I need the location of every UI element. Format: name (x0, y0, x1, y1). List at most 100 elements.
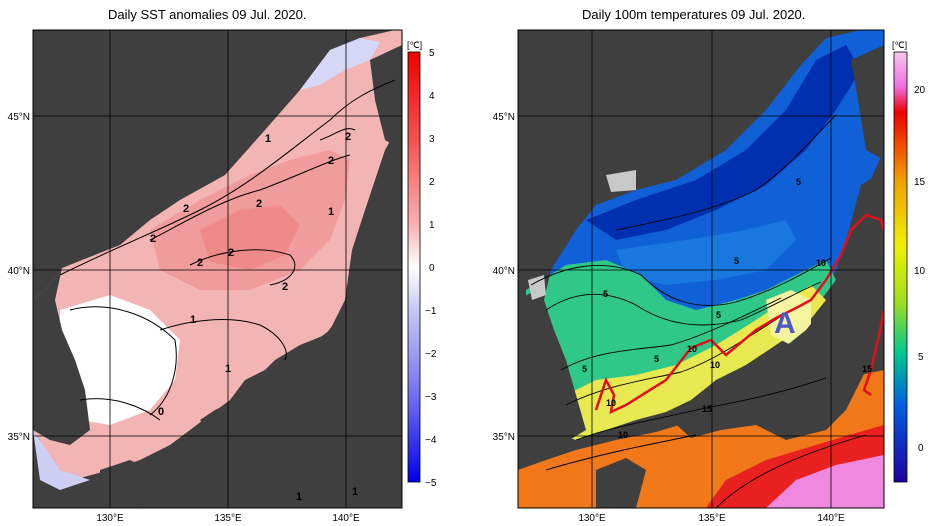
contour-label: 1 (190, 314, 196, 326)
colorbar-tick: 5 (918, 352, 924, 363)
cold-core-deep (586, 45, 861, 240)
colorbar-tick: 4 (429, 91, 435, 102)
eddy-label: A (774, 307, 796, 340)
colorbar-tick: −5 (425, 478, 437, 489)
anomaly-colorbar (407, 51, 421, 483)
temperature-colorbar-ticks: 20 15 10 5 0 (914, 85, 926, 454)
kuroshio-peak (766, 455, 884, 508)
colorbar-tick: −1 (425, 306, 437, 317)
colorbar-unit: [℃] (407, 40, 422, 50)
contour-label: 5 (716, 310, 721, 320)
contour-label: 1 (328, 206, 334, 218)
temperature-contours (530, 114, 867, 508)
colorbar-tick: 1 (429, 220, 435, 231)
contour-label: 1 (225, 363, 231, 375)
contour-label: 2 (328, 155, 334, 167)
lat-label: 45°N (8, 112, 30, 123)
japan-hokkaido (851, 45, 884, 160)
no-data-patch (528, 275, 546, 300)
anomaly-contours (59, 79, 396, 421)
contour-label: 10 (687, 344, 697, 354)
korea-landmass (518, 270, 586, 450)
contour-label: 15 (862, 364, 872, 374)
contour-label: 1 (265, 133, 271, 145)
cool-north-region (300, 38, 380, 90)
right-map-title: Daily 100m temperatures 09 Jul. 2020. (582, 7, 806, 22)
sst-anomaly-map: 1 2 2 2 2 2 1 2 2 2 1 1 0 1 1 45°N 40°N … (8, 29, 437, 524)
left-map-title: Daily SST anomalies 09 Jul. 2020. (108, 7, 307, 22)
warm-eddy-A (766, 290, 811, 345)
colorbar-tick: −4 (425, 435, 437, 446)
japan-hokkaido (370, 45, 402, 150)
right-lat-labels: 45°N 40°N 35°N (493, 112, 515, 443)
current-axis-line-east (862, 309, 884, 397)
colorbar-tick: 15 (914, 177, 926, 188)
contour-label: 10 (816, 258, 826, 268)
japan-kyushu (100, 460, 150, 508)
warm-core-inner (200, 205, 300, 270)
contour-label: 10 (710, 360, 720, 370)
lat-label: 35°N (493, 432, 515, 443)
temperature-colorbar (893, 51, 908, 483)
contour-label: 2 (256, 198, 262, 210)
left-map-frame (32, 29, 403, 509)
contour-label: 5 (654, 354, 659, 364)
no-data-patch (606, 170, 636, 192)
korea-landmass (33, 268, 90, 445)
temperature-100m-map: 5 5 5 5 5 10 10 5 10 10 15 15 10 A 45°N … (493, 29, 926, 524)
graticule (518, 30, 884, 508)
left-contour-labels: 1 2 2 2 2 2 1 2 2 2 1 1 0 1 1 (150, 131, 358, 503)
neutral-southwest-region (60, 295, 180, 425)
lat-label: 40°N (8, 266, 30, 277)
colorbar-tick: 10 (914, 266, 926, 277)
contour-label: 2 (150, 233, 156, 245)
lat-label: 35°N (8, 432, 30, 443)
right-contour-labels: 5 5 5 5 5 10 10 5 10 10 15 15 10 (582, 177, 872, 440)
contour-label: 0 (158, 406, 164, 418)
lon-label: 130°E (578, 513, 606, 524)
current-axis-line (594, 213, 884, 415)
contour-label: 5 (582, 364, 587, 374)
contour-label: 10 (618, 430, 628, 440)
colorbar-tick: −3 (425, 392, 437, 403)
lon-label: 135°E (214, 513, 242, 524)
lon-label: 140°E (332, 513, 360, 524)
japan-kyushu (596, 458, 646, 508)
left-lat-labels: 45°N 40°N 35°N (8, 112, 30, 443)
contour-label: 2 (228, 247, 234, 259)
contour-label: 2 (345, 131, 351, 143)
contour-label: 15 (702, 404, 712, 414)
right-lon-labels: 130°E 135°E 140°E (578, 513, 845, 524)
anomaly-colorbar-ticks: 5 4 3 2 1 0 −1 −2 −3 −4 −5 (425, 48, 437, 489)
colorbar-tick: 5 (429, 48, 435, 59)
colorbar-tick: 0 (429, 263, 435, 274)
lon-label: 130°E (96, 513, 124, 524)
contour-label: 2 (183, 203, 189, 215)
lon-label: 140°E (817, 513, 845, 524)
colorbar-tick: −2 (425, 349, 437, 360)
contour-label: 10 (606, 398, 616, 408)
contour-label: 5 (796, 177, 801, 187)
left-map-panel: Daily SST anomalies 09 Jul. 2020. (0, 0, 466, 526)
contour-label: 2 (197, 257, 203, 269)
japan-honshu (200, 170, 402, 450)
contour-label: 1 (352, 486, 358, 498)
right-map-frame (517, 29, 885, 509)
lat-label: 40°N (493, 266, 515, 277)
contour-label: 5 (603, 289, 608, 299)
cold-water-mid (616, 220, 796, 285)
contour-label: 1 (296, 491, 302, 503)
colorbar-unit: [℃] (892, 40, 907, 50)
colorbar-tick: 0 (918, 443, 924, 454)
warm-tsushima-water (556, 285, 826, 440)
colorbar-tick: 3 (429, 134, 435, 145)
colorbar-tick: 20 (914, 85, 926, 96)
lon-label: 135°E (698, 513, 726, 524)
cool-southwest-region (33, 430, 90, 490)
colorbar-tick: 2 (429, 177, 435, 188)
graticule (33, 30, 402, 508)
contour-label: 2 (282, 281, 288, 293)
lat-label: 45°N (493, 112, 515, 123)
contour-label: 5 (734, 256, 739, 266)
left-lon-labels: 130°E 135°E 140°E (96, 513, 360, 524)
